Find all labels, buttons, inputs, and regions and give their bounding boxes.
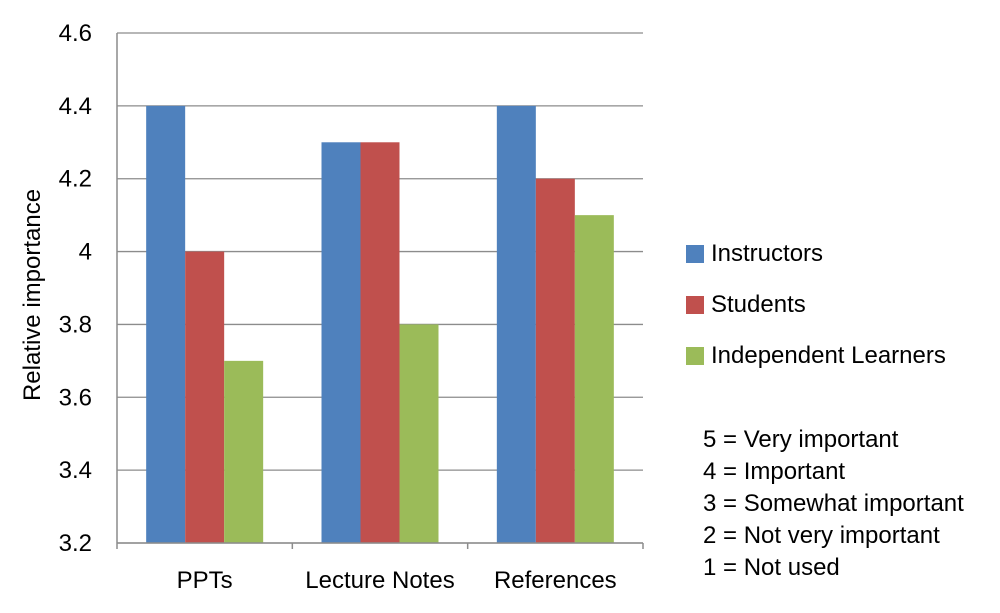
scale-note: 5 = Very important 4 = Important 3 = Som… [703, 424, 964, 584]
legend-swatch [686, 296, 704, 314]
legend-swatch [686, 245, 704, 263]
bar-students [535, 178, 575, 543]
y-axis-label: Relative importance [19, 189, 46, 401]
x-tick-label: Lecture Notes [305, 567, 454, 594]
y-tick-label: 4.4 [59, 93, 92, 120]
bar-students [185, 251, 225, 544]
y-tick-label: 3.2 [59, 530, 92, 557]
y-tick-labels: 3.2 3.4 3.6 3.8 4 4.2 4.4 4.6 [59, 20, 92, 557]
axes [116, 33, 644, 549]
y-tick-label: 4 [79, 239, 92, 266]
x-tick-label: References [494, 567, 617, 594]
y-tick-label: 4.6 [59, 20, 92, 47]
bar-independent-learners [574, 215, 614, 543]
y-tick-label: 3.6 [59, 384, 92, 411]
bar-independent-learners [399, 324, 439, 543]
legend-item-independent-learners: Independent Learners [686, 342, 946, 369]
y-tick-label: 4.2 [59, 166, 92, 193]
x-tick-labels: PPTs Lecture Notes References [177, 567, 617, 594]
y-tick-label: 3.8 [59, 311, 92, 338]
bar-instructors [496, 105, 536, 543]
scale-note-line: 3 = Somewhat important [703, 490, 964, 517]
bar-independent-learners [224, 360, 264, 543]
legend-label: Students [711, 291, 806, 318]
scale-note-line: 4 = Important [703, 458, 846, 485]
x-tick-label: PPTs [177, 567, 233, 594]
legend-label: Independent Learners [711, 342, 946, 369]
bars [146, 105, 614, 544]
y-tick-label: 3.4 [59, 457, 92, 484]
legend-label: Instructors [711, 240, 824, 267]
scale-note-line: 1 = Not used [703, 554, 840, 581]
legend-item-students: Students [686, 291, 946, 318]
bar-students [360, 142, 400, 544]
legend-item-instructors: Instructors [686, 240, 946, 267]
scale-note-line: 2 = Not very important [703, 522, 940, 549]
bar-instructors [146, 105, 186, 543]
legend-swatch [686, 347, 704, 365]
legend: Instructors Students Independent Learner… [686, 240, 946, 395]
bar-instructors [321, 142, 361, 544]
scale-note-line: 5 = Very important [703, 426, 899, 453]
